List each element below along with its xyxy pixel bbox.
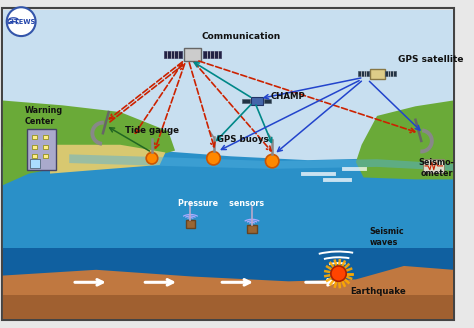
Circle shape: [7, 7, 36, 36]
Bar: [203, 51, 221, 58]
Bar: [32, 135, 36, 139]
Bar: [242, 99, 250, 103]
Polygon shape: [3, 266, 453, 319]
Polygon shape: [3, 295, 453, 319]
Text: Seismic
waves: Seismic waves: [369, 227, 404, 247]
Bar: [43, 135, 48, 139]
Polygon shape: [3, 147, 453, 250]
Polygon shape: [3, 100, 175, 185]
Polygon shape: [3, 248, 453, 285]
Bar: [186, 220, 195, 228]
Bar: [247, 225, 257, 233]
Bar: [385, 71, 396, 76]
Text: Earthquake: Earthquake: [350, 287, 406, 296]
Bar: [251, 97, 263, 105]
Text: GPS satellite: GPS satellite: [398, 55, 464, 64]
Bar: [30, 159, 40, 168]
Bar: [423, 159, 444, 173]
Bar: [164, 51, 182, 58]
Text: CHAMP: CHAMP: [270, 92, 305, 101]
Polygon shape: [356, 100, 453, 179]
Text: Pressure    sensors: Pressure sensors: [178, 199, 264, 208]
Circle shape: [207, 152, 220, 165]
Text: Communication: Communication: [202, 32, 281, 41]
Bar: [358, 71, 369, 76]
Text: GPS buoys: GPS buoys: [217, 135, 268, 144]
Text: Tide gauge: Tide gauge: [125, 126, 179, 135]
Bar: [184, 48, 201, 61]
Bar: [32, 145, 36, 149]
Circle shape: [265, 154, 279, 168]
Bar: [370, 69, 385, 79]
Bar: [264, 99, 271, 103]
Polygon shape: [50, 145, 165, 174]
Bar: [43, 154, 48, 158]
Text: Seismo-
ometer: Seismo- ometer: [419, 158, 455, 178]
Bar: [32, 154, 36, 158]
Circle shape: [146, 153, 158, 164]
Bar: [43, 145, 48, 149]
Bar: [3, 10, 453, 187]
Text: Warning
Center: Warning Center: [25, 106, 63, 126]
Bar: [27, 129, 56, 170]
Polygon shape: [69, 154, 453, 171]
Circle shape: [331, 266, 346, 281]
Text: GITEWS: GITEWS: [7, 19, 36, 25]
